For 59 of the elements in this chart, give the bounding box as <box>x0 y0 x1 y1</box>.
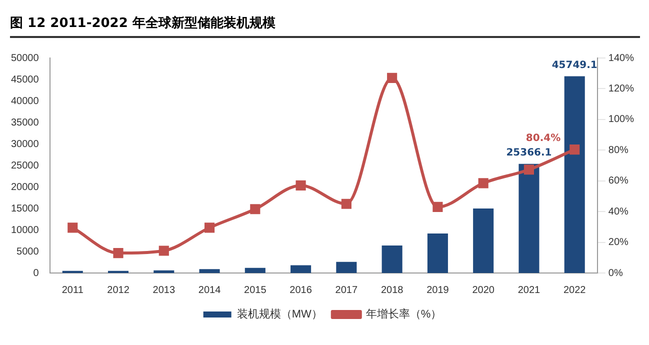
y2-tick-label: 20% <box>608 237 629 248</box>
bar <box>427 233 448 273</box>
bar <box>199 269 220 273</box>
y2-tick-label: 0% <box>608 268 623 279</box>
x-tick-label: 2022 <box>563 284 586 296</box>
legend-label: 装机规模（MW） <box>236 308 322 321</box>
y2-tick-label: 140% <box>608 52 634 64</box>
y-tick-label: 45000 <box>10 74 40 86</box>
point <box>570 144 580 155</box>
point <box>113 248 124 258</box>
x-tick-label: 2018 <box>380 284 404 296</box>
x-tick-label: 2012 <box>107 284 130 296</box>
y2-tick-label: 40% <box>608 206 629 218</box>
bar <box>244 268 266 273</box>
x-tick-label: 2014 <box>198 284 222 296</box>
y-tick-label: 5000 <box>16 246 40 258</box>
y-tick-label: 20000 <box>10 182 40 193</box>
data-label: 45749.1 <box>552 60 598 71</box>
point <box>158 246 169 256</box>
y-tick-label: 30000 <box>10 138 40 150</box>
bar <box>564 76 585 273</box>
y-tick-label: 10000 <box>10 224 40 236</box>
bar <box>154 270 174 273</box>
y2-tick-label: 100% <box>608 114 634 126</box>
point <box>387 72 398 83</box>
x-tick-label: 2017 <box>335 284 358 296</box>
point <box>524 164 534 175</box>
bar <box>382 245 402 273</box>
y-tick-label: 25000 <box>10 160 40 172</box>
chart-title: 图 12 2011-2022 年全球新型储能装机规模 <box>10 14 640 38</box>
y2-tick-label: 120% <box>608 83 634 94</box>
point <box>68 222 78 233</box>
y-tick-label: 0 <box>33 268 40 279</box>
x-tick-label: 2013 <box>152 284 176 296</box>
point <box>250 204 260 214</box>
y-tick-label: 35000 <box>10 117 40 128</box>
y-tick-label: 40000 <box>10 96 40 107</box>
point <box>478 178 488 188</box>
bar <box>336 262 357 273</box>
point <box>296 180 306 190</box>
data-label: 25366.1 <box>506 148 552 159</box>
x-tick-label: 2015 <box>244 284 267 296</box>
legend-label: 年增长率（%） <box>366 308 442 321</box>
x-tick-label: 2021 <box>518 284 541 296</box>
point <box>432 202 443 212</box>
y-tick-label: 15000 <box>10 203 40 214</box>
bar <box>290 265 312 273</box>
x-tick-label: 2020 <box>472 284 495 296</box>
y-tick-label: 50000 <box>10 52 40 64</box>
data-label: 80.4% <box>526 133 561 144</box>
point <box>204 222 215 233</box>
y2-tick-label: 80% <box>608 144 629 156</box>
x-tick-label: 2011 <box>62 284 84 296</box>
bar <box>518 164 540 273</box>
y2-tick-label: 60% <box>608 176 629 187</box>
x-tick-label: 2019 <box>426 284 450 296</box>
x-tick-label: 2016 <box>290 284 312 296</box>
point <box>341 198 352 209</box>
bar <box>473 208 494 273</box>
